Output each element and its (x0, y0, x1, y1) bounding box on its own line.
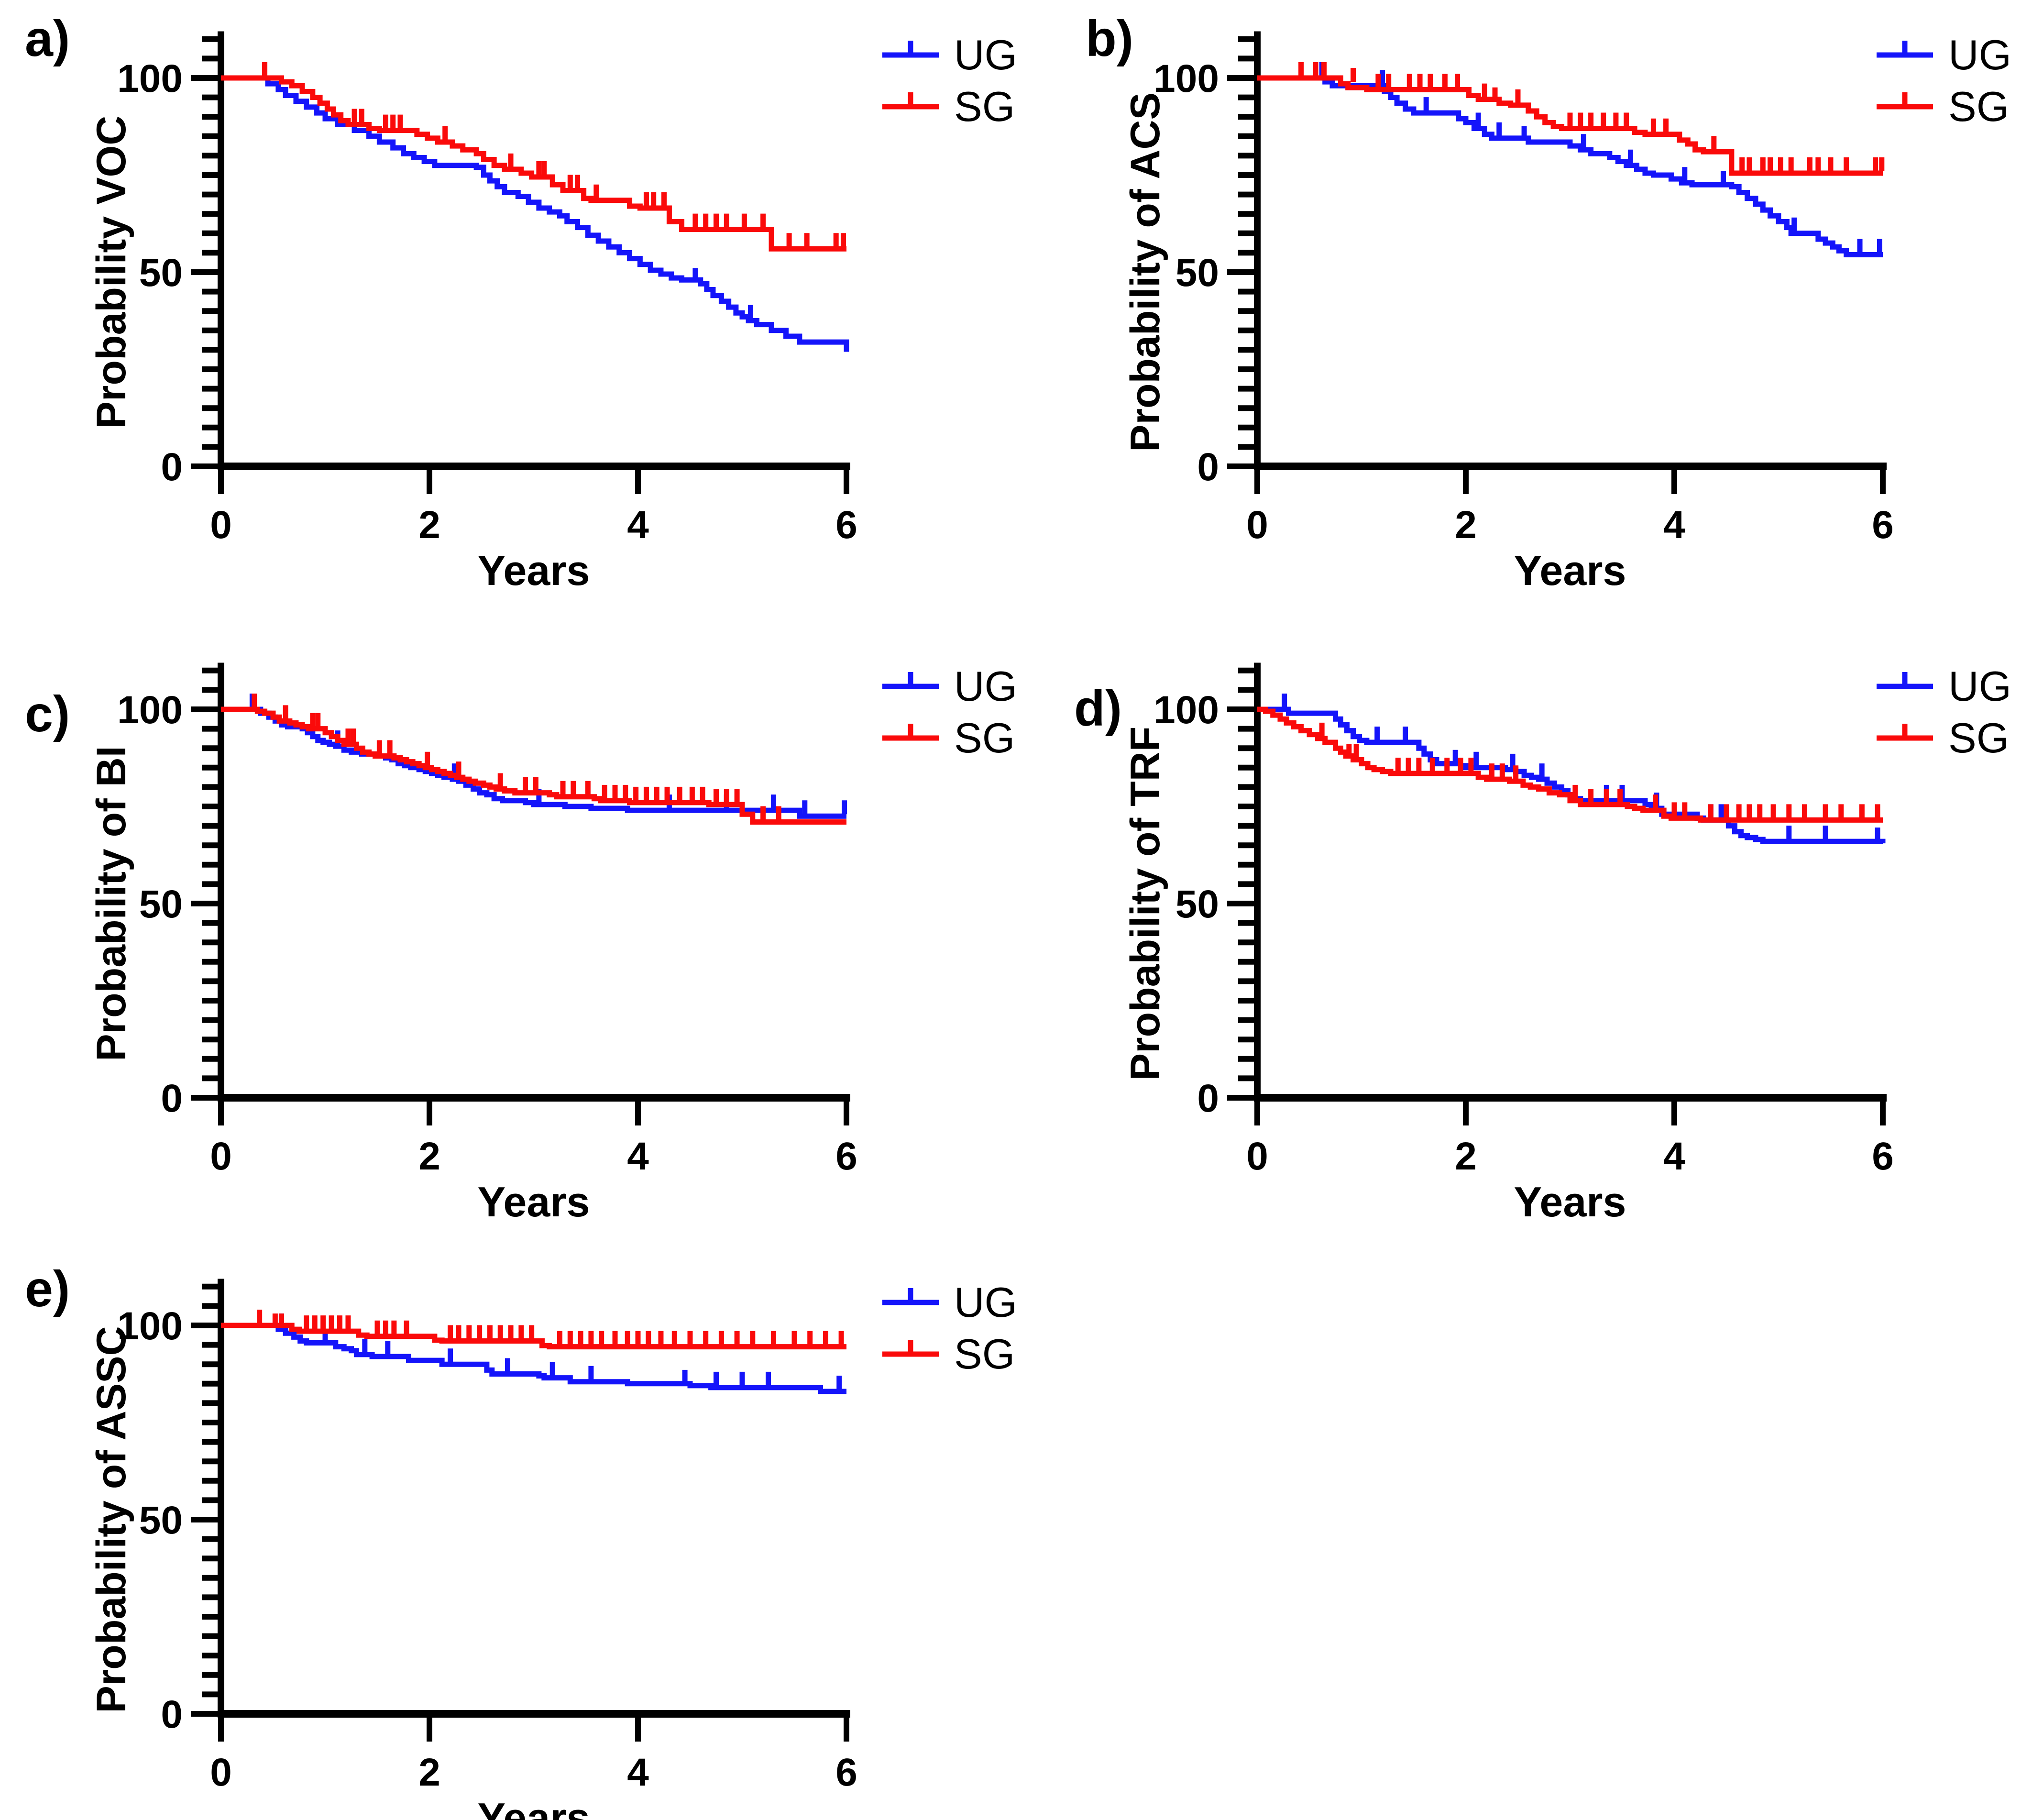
legend-label-ug: UG (954, 662, 1017, 710)
y-tick-label: 0 (161, 1693, 183, 1736)
legend-label-ug: UG (1948, 662, 2011, 710)
x-tick-label: 6 (835, 1135, 857, 1178)
x-tick-label: 2 (418, 1135, 440, 1178)
x-axis-title: Years (478, 1178, 590, 1225)
panel-bi: c) 0 50 100 0 2 4 6 Years Probability of BI UG SG (0, 607, 1017, 1225)
x-axis-title: Years (478, 547, 590, 594)
y-tick-label: 100 (1153, 57, 1219, 100)
legend-label-ug: UG (954, 1279, 1017, 1326)
panel-trf: d) 0 50 100 0 2 4 6 Years Probability of TRF UG SG (1016, 607, 2032, 1225)
x-tick-label: 6 (835, 1751, 857, 1794)
x-tick-label: 6 (1872, 1135, 1894, 1178)
y-axis-title: Probability of ASSC (88, 1326, 134, 1713)
km-curve-ug (1257, 706, 1886, 844)
y-tick-label: 100 (1153, 688, 1219, 732)
x-tick-label: 2 (1455, 503, 1477, 547)
legend-label-sg: SG (954, 1330, 1015, 1378)
x-tick-label: 4 (627, 1751, 649, 1794)
legend-label-sg: SG (954, 83, 1015, 130)
km-curve-sg (1257, 75, 1883, 176)
y-tick-label: 100 (117, 688, 183, 732)
panel-letter-b: b) (1086, 11, 1134, 67)
legend-label-sg: SG (1948, 714, 2009, 761)
km-plot-acs: 0 50 100 0 2 4 6 Years Probability of ACS UG SG (1122, 31, 2011, 594)
x-tick-label: 4 (627, 503, 649, 547)
x-tick-label: 2 (418, 503, 440, 547)
y-tick-label: 100 (117, 57, 183, 100)
km-curve-sg (221, 75, 846, 252)
panel-letter-d: d) (1074, 680, 1122, 737)
y-axis-title: Probability of ACS (1122, 92, 1168, 452)
x-tick-label: 2 (1455, 1135, 1477, 1178)
km-curve-sg (221, 1323, 846, 1350)
x-tick-label: 0 (210, 1751, 232, 1794)
x-tick-label: 0 (210, 1135, 232, 1178)
km-curve-sg (221, 706, 846, 825)
x-tick-label: 0 (210, 503, 232, 547)
y-tick-label: 50 (139, 251, 183, 295)
legend-label-ug: UG (954, 31, 1017, 78)
km-plot-voc: 0 50 100 0 2 4 6 Years Probability VOC UG SG (88, 31, 1017, 594)
y-tick-label: 0 (1197, 445, 1219, 489)
km-curve-sg (1257, 706, 1883, 823)
x-tick-label: 6 (835, 503, 857, 547)
y-axis-title: Probability of TRF (1122, 727, 1168, 1081)
panel-assc: e) 0 50 100 0 2 4 6 Years Probability of ASSC UG S… (0, 1215, 1017, 1820)
x-tick-label: 4 (1663, 503, 1685, 547)
y-axis-title: Probability VOC (88, 116, 134, 429)
y-tick-label: 50 (1175, 882, 1219, 926)
legend-label-ug: UG (1948, 31, 2011, 78)
panel-voc: a) 0 50 100 0 2 4 6 Years Probability VOC UG SG (0, 0, 1017, 607)
panel-letter-c: c) (25, 686, 70, 742)
x-axis-title: Years (478, 1794, 590, 1820)
km-curve-ug (1257, 75, 1883, 257)
x-tick-label: 4 (1663, 1135, 1685, 1178)
panel-letter-a: a) (25, 11, 70, 67)
x-tick-label: 2 (418, 1751, 440, 1794)
y-axis-title: Probability of BI (88, 746, 134, 1061)
x-tick-label: 4 (627, 1135, 649, 1178)
panel-letter-e: e) (25, 1261, 70, 1317)
y-tick-label: 0 (161, 445, 183, 489)
y-tick-label: 50 (1175, 251, 1219, 295)
y-tick-label: 50 (139, 1499, 183, 1542)
x-tick-label: 6 (1872, 503, 1894, 547)
x-tick-label: 0 (1246, 1135, 1268, 1178)
y-tick-label: 100 (117, 1304, 183, 1348)
legend-label-sg: SG (1948, 83, 2009, 130)
x-tick-label: 0 (1246, 503, 1268, 547)
km-curve-ug (221, 1323, 846, 1394)
y-tick-label: 50 (139, 882, 183, 926)
panel-acs: b) 0 50 100 0 2 4 6 Years Probability of ACS UG SG (1016, 0, 2032, 607)
y-tick-label: 0 (161, 1077, 183, 1120)
legend-label-sg: SG (954, 714, 1015, 761)
x-axis-title: Years (1514, 1178, 1626, 1225)
x-axis-title: Years (1514, 547, 1626, 594)
y-tick-label: 0 (1197, 1077, 1219, 1120)
